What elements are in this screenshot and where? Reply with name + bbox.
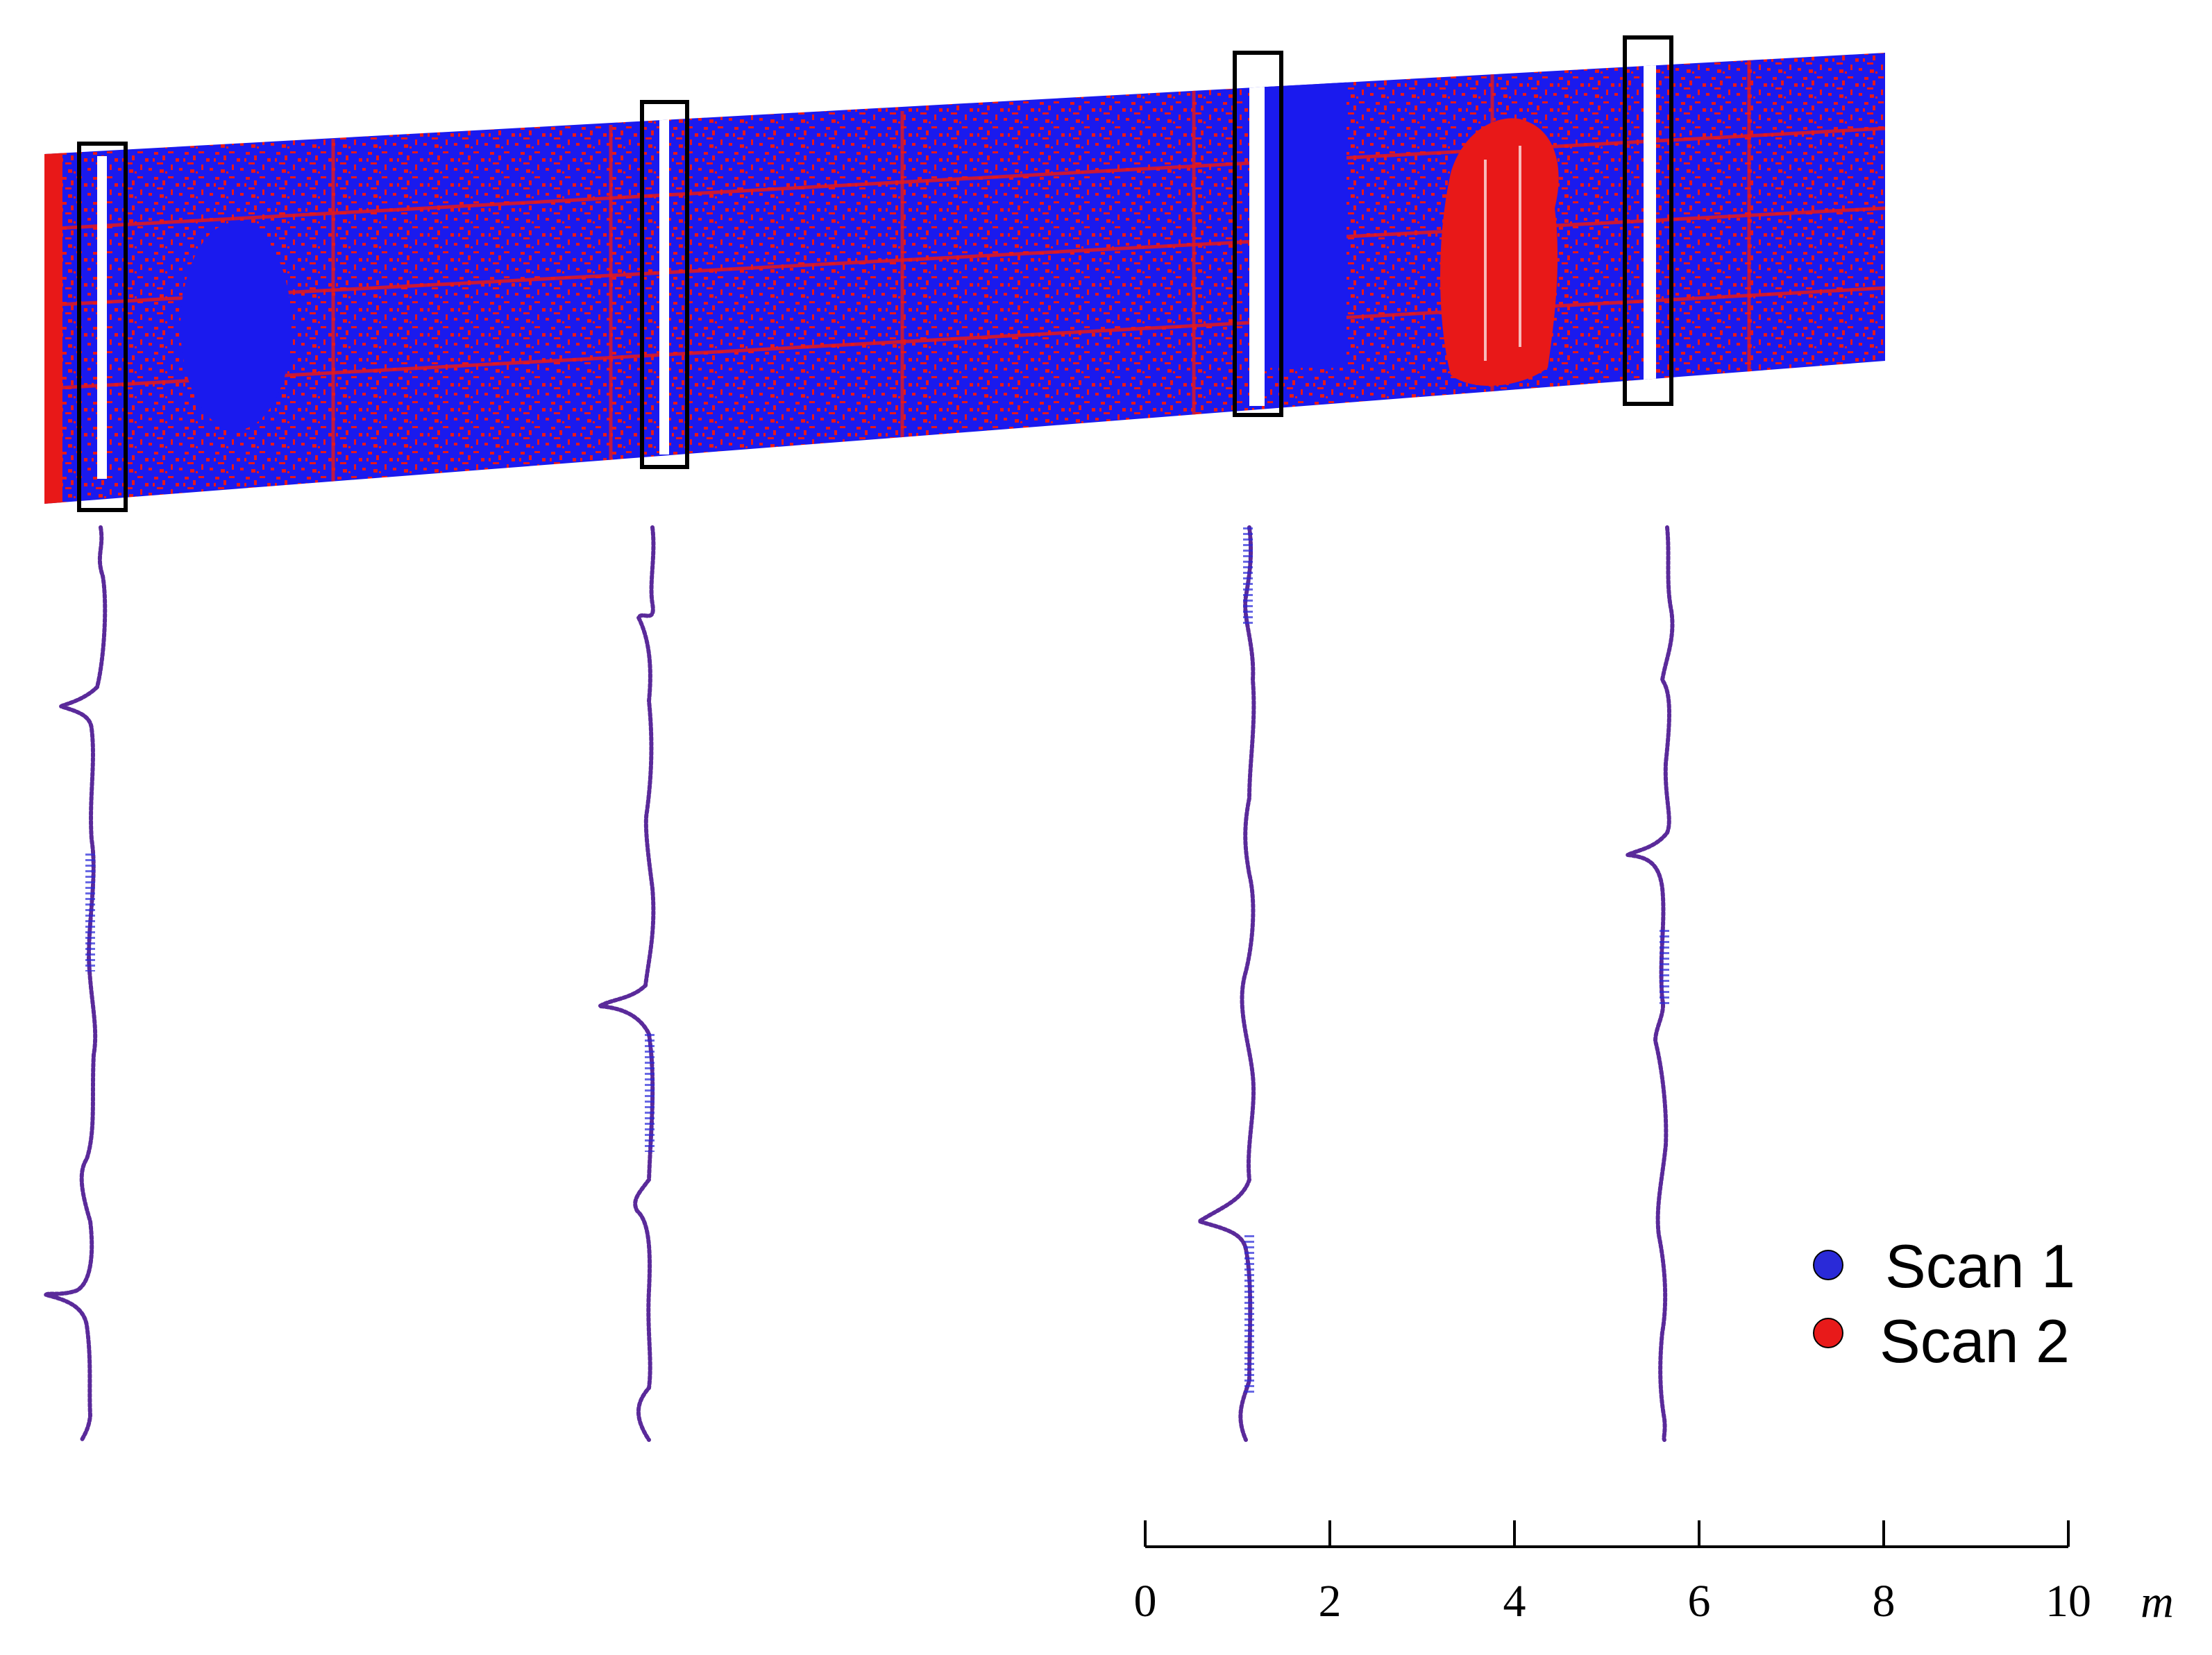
profile-1 [42,525,108,1442]
scale-bar-tick-label: 0 [1134,1576,1157,1627]
red-patch [1440,118,1559,387]
scale-bar-tick-label: 10 [2045,1576,2091,1627]
scale-bar-tick-label: 6 [1688,1576,1711,1627]
selection-boxes [77,35,1673,512]
selection-box-2 [640,100,689,469]
selection-box-4 [1623,35,1673,406]
profile-3 [1194,525,1256,1442]
legend: Scan 1 Scan 2 [1813,1232,2075,1375]
profile-4 [1620,525,1675,1442]
blue-patch [1263,76,1346,368]
scale-bar-tick-label: 2 [1319,1576,1342,1627]
legend-label-scan-1: Scan 1 [1885,1232,2075,1300]
blue-patch [180,222,292,430]
scale-bar-unit: m [2141,1577,2174,1627]
cross-section-profiles [42,525,1675,1442]
legend-marker-scan-2 [1813,1318,1843,1348]
legend-label-scan-2: Scan 2 [1880,1307,2070,1375]
legend-marker-scan-1 [1813,1250,1843,1280]
profile-2 [593,525,656,1442]
scale-bar-tick-label: 4 [1503,1576,1526,1627]
scale-bar-tick-label: 8 [1873,1576,1896,1627]
wall-point-cloud [44,53,1885,504]
selection-box-3 [1233,51,1283,417]
selection-box-1 [77,142,128,512]
scale-bar: 0 2 4 6 8 10 m [1134,1520,2174,1627]
